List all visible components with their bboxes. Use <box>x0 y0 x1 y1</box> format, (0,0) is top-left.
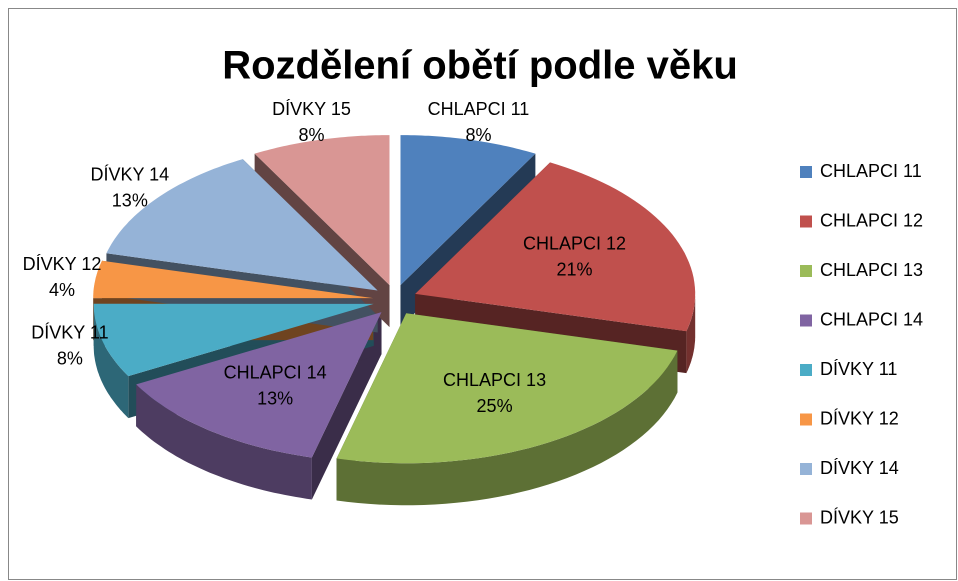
chart-title: Rozdělení obětí podle věku <box>222 44 738 88</box>
slice <box>254 135 390 286</box>
slice-tops <box>93 135 696 464</box>
slice-label: CHLAPCI 11 <box>428 99 530 119</box>
legend-label: CHLAPCI 14 <box>820 309 923 329</box>
slice-label: DÍVKY 14 <box>90 164 169 184</box>
slice <box>400 135 536 286</box>
legend-label: CHLAPCI 13 <box>820 260 923 280</box>
slice-label: DÍVKY 11 <box>31 322 108 342</box>
slice-side <box>136 384 312 500</box>
slice-value-label: 8% <box>299 125 325 145</box>
slice-value-label: 25% <box>477 396 513 416</box>
slice-value-label: 13% <box>257 388 293 408</box>
legend-label: DÍVKY 12 <box>820 408 899 428</box>
legend-label: DÍVKY 15 <box>820 507 899 527</box>
slice <box>106 159 378 291</box>
legend-swatch <box>800 512 812 525</box>
legend-label: CHLAPCI 11 <box>820 161 922 181</box>
slice <box>93 260 374 299</box>
slice-side <box>686 293 696 374</box>
slice-label: CHLAPCI 12 <box>523 234 626 254</box>
slice-value-label: 8% <box>465 125 491 145</box>
legend-swatch <box>800 364 812 376</box>
legend-swatch <box>800 463 812 475</box>
slice <box>93 303 374 377</box>
legend-swatch <box>800 413 812 426</box>
slice-label: CHLAPCI 13 <box>443 370 546 390</box>
slice <box>415 162 696 332</box>
slice-side <box>336 350 678 506</box>
legend-label: DÍVKY 14 <box>820 458 899 478</box>
slice <box>136 312 382 458</box>
slice-value-label: 8% <box>57 348 83 368</box>
slice-label: DÍVKY 15 <box>272 99 351 119</box>
slice-side <box>93 303 129 419</box>
legend-label: CHLAPCI 12 <box>820 210 923 230</box>
legend-swatch <box>800 166 812 178</box>
slice-value-label: 21% <box>556 260 592 280</box>
slice-label: CHLAPCI 14 <box>224 362 327 382</box>
slice-label: DÍVKY 12 <box>23 254 102 274</box>
slice <box>336 313 678 464</box>
slice-value-label: 4% <box>49 280 75 300</box>
slice-value-label: 13% <box>112 190 148 210</box>
legend-swatch <box>800 265 812 277</box>
legend-label: DÍVKY 11 <box>820 359 897 379</box>
legend-swatch <box>800 314 812 327</box>
legend-swatch <box>800 215 812 228</box>
